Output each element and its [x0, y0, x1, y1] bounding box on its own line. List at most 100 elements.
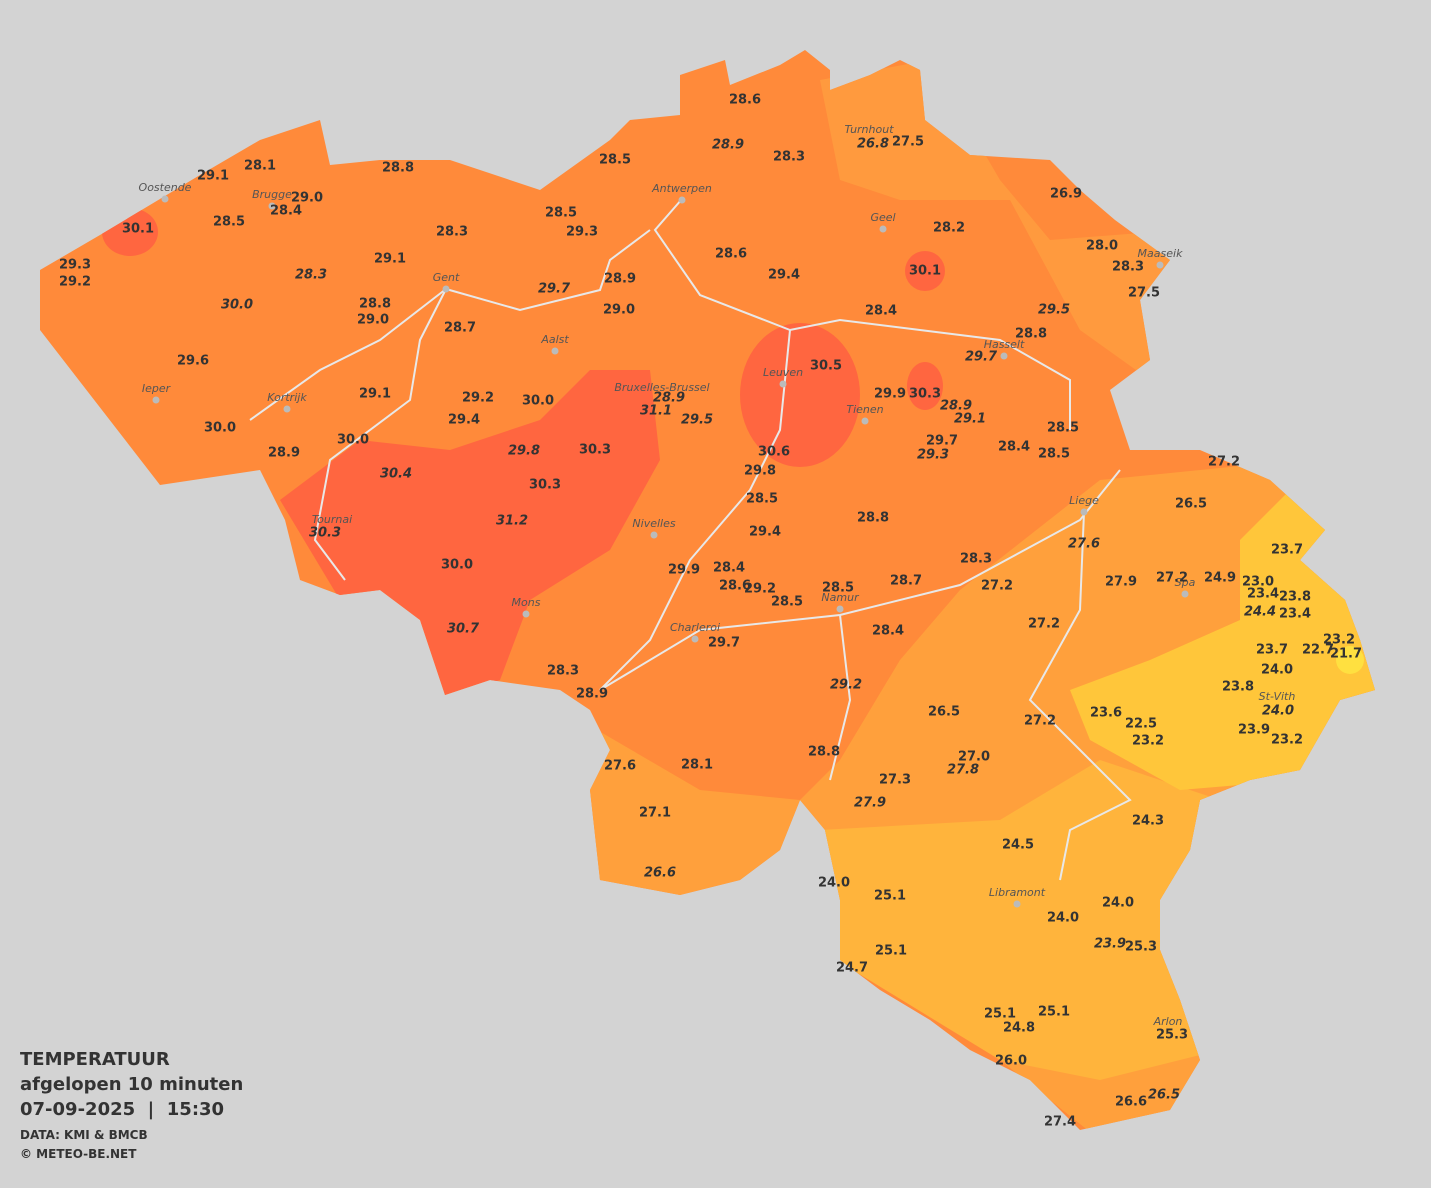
temperature-label: 30.1 — [909, 264, 941, 279]
temperature-label: 28.0 — [1086, 239, 1118, 254]
temperature-label: 24.7 — [836, 961, 868, 976]
temperature-label: 29.1 — [954, 412, 986, 427]
temperature-label: 28.5 — [599, 153, 631, 168]
temperature-label: 29.7 — [926, 434, 958, 449]
temperature-label: 26.9 — [1050, 187, 1082, 202]
city-label: Liege — [1069, 494, 1099, 507]
temperature-label: 23.2 — [1271, 733, 1303, 748]
city-label: Nivelles — [632, 517, 675, 530]
temperature-label: 23.9 — [1238, 723, 1270, 738]
temperature-label: 27.5 — [1128, 286, 1160, 301]
city-dot — [1156, 261, 1164, 269]
city-label: Libramont — [989, 886, 1046, 899]
city-dot — [522, 610, 530, 618]
city-label: Bruxelles-Brussel — [614, 381, 709, 394]
temperature-label: 28.4 — [270, 204, 302, 219]
temperature-label: 27.5 — [892, 135, 924, 150]
city-label: Antwerpen — [651, 182, 712, 195]
temperature-label: 28.9 — [940, 399, 972, 414]
temperature-label: 30.7 — [447, 622, 480, 637]
temperature-label: 28.9 — [712, 138, 744, 153]
temperature-label: 28.4 — [998, 440, 1030, 455]
city-dot — [650, 531, 658, 539]
temperature-label: 30.3 — [909, 387, 941, 402]
temperature-label: 31.1 — [640, 404, 672, 419]
temperature-label: 29.2 — [830, 678, 862, 693]
temperature-label: 29.0 — [291, 191, 323, 206]
temperature-label: 28.5 — [1038, 447, 1070, 462]
temperature-label: 27.9 — [1105, 575, 1137, 590]
city-label: Brugge — [252, 188, 292, 201]
temperature-label: 24.9 — [1204, 571, 1236, 586]
temperature-label: 27.2 — [1208, 455, 1240, 470]
temperature-label: 28.5 — [822, 581, 854, 596]
city-dot — [678, 196, 686, 204]
city-label: Turnhout — [844, 123, 894, 136]
temperature-label: 27.2 — [1028, 617, 1060, 632]
temperature-label: 28.9 — [268, 446, 300, 461]
temperature-label: 26.5 — [928, 705, 960, 720]
temperature-label: 26.6 — [644, 866, 676, 881]
temperature-label: 24.0 — [818, 876, 850, 891]
city-dot — [1000, 352, 1008, 360]
city-dot — [283, 405, 291, 413]
city-dot — [551, 347, 559, 355]
temperature-label: 28.3 — [960, 552, 992, 567]
temperature-label: 26.5 — [1175, 497, 1207, 512]
temperature-label: 30.1 — [122, 222, 154, 237]
temperature-label: 23.4 — [1279, 607, 1311, 622]
legend: TEMPERATUUR afgelopen 10 minuten 07-09-2… — [20, 1049, 243, 1161]
temperature-label: 28.1 — [244, 159, 276, 174]
legend-subtitle: afgelopen 10 minuten — [20, 1074, 243, 1095]
temperature-label: 30.6 — [758, 445, 790, 460]
temperature-label: 29.3 — [59, 258, 91, 273]
temperature-label: 28.9 — [604, 272, 636, 287]
temperature-label: 28.5 — [545, 206, 577, 221]
city-label: Tournai — [312, 513, 352, 526]
temperature-label: 24.3 — [1132, 814, 1164, 829]
temperature-label: 29.8 — [744, 464, 776, 479]
city-dot — [161, 195, 169, 203]
temperature-label: 29.7 — [538, 282, 571, 297]
temperature-label: 28.5 — [1047, 421, 1079, 436]
city-dot — [442, 285, 450, 293]
temperature-label: 25.1 — [1038, 1005, 1070, 1020]
temperature-label: 28.3 — [547, 664, 579, 679]
temperature-label: 24.5 — [1002, 838, 1034, 853]
temperature-label: 28.5 — [746, 492, 778, 507]
temperature-label: 27.2 — [1156, 571, 1188, 586]
city-label: Kortrijk — [267, 391, 307, 404]
temperature-label: 27.0 — [958, 750, 990, 765]
city-label: Geel — [870, 211, 895, 224]
city-label: Spa — [1175, 576, 1196, 589]
city-dot — [1181, 590, 1189, 598]
temperature-label: 28.3 — [436, 225, 468, 240]
temperature-label: 23.8 — [1279, 590, 1311, 605]
city-label: Ieper — [142, 382, 172, 395]
temperature-label: 28.4 — [872, 624, 904, 639]
city-label: Gent — [433, 271, 460, 284]
temperature-label: 29.3 — [917, 448, 949, 463]
temperature-label: 25.3 — [1156, 1028, 1188, 1043]
temperature-label: 29.1 — [359, 387, 391, 402]
city-dot — [1080, 508, 1088, 516]
temperature-label: 23.0 — [1242, 575, 1274, 590]
temperature-label: 29.9 — [668, 563, 700, 578]
temperature-label: 28.8 — [1015, 327, 1047, 342]
city-dot — [1013, 900, 1021, 908]
legend-copyright: © METEO-BE.NET — [20, 1147, 137, 1161]
temperature-label: 28.8 — [808, 745, 840, 760]
temperature-label: 24.0 — [1102, 896, 1134, 911]
city-label: Aalst — [540, 333, 569, 346]
legend-datetime: 07-09-2025 | 15:30 — [20, 1099, 224, 1120]
temperature-label: 23.2 — [1132, 734, 1164, 749]
temperature-label: 29.5 — [681, 413, 713, 428]
rivers — [249, 198, 1132, 881]
temperature-label: 22.7 — [1302, 643, 1334, 658]
city-label: Charleroi — [670, 621, 720, 634]
temperature-label: 28.5 — [771, 595, 803, 610]
temperature-label: 30.0 — [441, 558, 473, 573]
temperature-label: 29.0 — [603, 303, 635, 318]
temperature-label: 23.7 — [1256, 643, 1288, 658]
city-label: Hasselt — [984, 338, 1025, 351]
